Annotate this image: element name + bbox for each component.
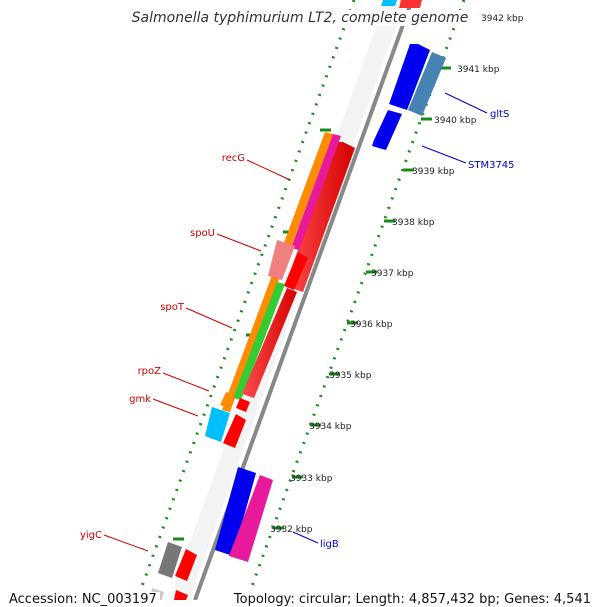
tick-label: 3939 kbp: [412, 167, 455, 177]
gene-arrow: [158, 542, 182, 578]
gene-arrow: [284, 252, 308, 290]
gene-arrow: [174, 590, 188, 600]
gene-label-gmk: gmk: [129, 394, 151, 405]
map-title: Salmonella typhimurium LT2, complete gen…: [0, 10, 600, 26]
gene-label-spoU: spoU: [190, 228, 215, 239]
label-connector: [444, 92, 488, 114]
gene-features: [150, 0, 446, 600]
tick-label: 3934 kbp: [309, 422, 352, 432]
gene-arrow: [215, 467, 256, 556]
label-connector: [421, 145, 467, 164]
tick-label: 3940 kbp: [434, 116, 477, 126]
label-connector: [292, 531, 319, 544]
tick-label: 3936 kbp: [350, 320, 393, 330]
gene-arrow: [291, 134, 341, 250]
gene-arrow: [220, 392, 235, 408]
left-dotted-track: [135, 0, 356, 600]
gene-arrow: [285, 142, 355, 292]
label-connector: [103, 534, 149, 552]
right-dotted-track: [245, 0, 466, 600]
gene-arrow: [408, 52, 446, 116]
tick-label: 3932 kbp: [270, 525, 313, 535]
gene-arrow: [389, 44, 430, 110]
gene-arrow: [205, 407, 230, 442]
gene-arrow: [242, 288, 297, 398]
gene-label-ligB: ligB: [320, 539, 339, 550]
gene-label-recG: recG: [222, 153, 245, 164]
tick-label: 3933 kbp: [290, 474, 333, 484]
map-title-text: Salmonella typhimurium LT2, complete gen…: [127, 10, 473, 26]
tick-label: 3935 kbp: [329, 371, 372, 381]
gene-arrow: [229, 475, 273, 562]
gene-arrow: [223, 414, 246, 448]
gene-label-gltS: gltS: [490, 109, 509, 120]
gene-arrow: [175, 549, 197, 581]
gene-arrow: [236, 398, 250, 412]
label-connector: [246, 159, 291, 181]
gene-label-STM3745: STM3745: [468, 160, 515, 171]
tick-marks: [273, 14, 470, 530]
tick-label: 3937 kbp: [371, 269, 414, 279]
gene-label-rpoZ: rpoZ: [138, 366, 162, 377]
label-connector: [152, 398, 199, 417]
gene-arrow: [372, 110, 402, 150]
gene-label-yigC: yigC: [80, 530, 102, 541]
tick-label: 3941 kbp: [457, 65, 500, 75]
gene-arrow: [268, 240, 295, 280]
gene-arrow: [381, 0, 397, 6]
gene-label-spoT: spoT: [160, 302, 185, 313]
tick-label: 3938 kbp: [392, 218, 435, 228]
tick-label: 3942 kbp: [481, 14, 524, 24]
label-connector: [185, 307, 233, 329]
label-connector: [162, 372, 210, 392]
label-connector: [216, 233, 262, 252]
gene-arrow: [399, 0, 422, 8]
gene-arrow: [233, 282, 285, 400]
